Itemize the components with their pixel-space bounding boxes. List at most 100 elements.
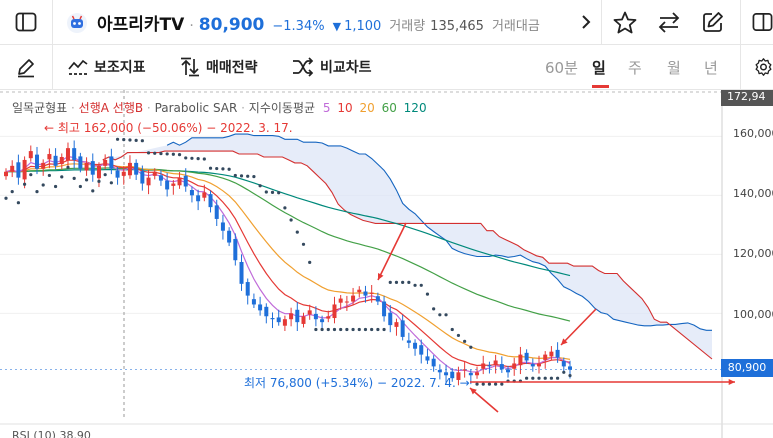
candle-body[interactable] — [258, 304, 263, 311]
candle-body[interactable] — [375, 296, 380, 302]
candle-body[interactable] — [227, 230, 232, 243]
stock-title[interactable]: 아프리카TV — [97, 15, 185, 35]
candle-body[interactable] — [202, 192, 207, 198]
candle-body[interactable] — [462, 369, 467, 371]
price-chart[interactable]: 일목균형표 · 선행A 선행B · Parabolic SAR · 지수이동평균… — [0, 90, 773, 438]
candle-body[interactable] — [134, 162, 139, 175]
legend-parabolic[interactable]: Parabolic SAR — [154, 101, 238, 115]
candle-body[interactable] — [239, 261, 244, 284]
candle-body[interactable] — [109, 156, 114, 169]
candle-body[interactable] — [357, 289, 362, 293]
candle-body[interactable] — [78, 156, 83, 169]
timeframe-month[interactable]: 월 — [667, 59, 681, 77]
candle-body[interactable] — [189, 190, 194, 196]
candle-body[interactable] — [468, 372, 473, 376]
gear-icon[interactable] — [754, 56, 773, 78]
candle-body[interactable] — [431, 358, 436, 367]
chevron-right-icon[interactable] — [578, 12, 594, 32]
candle-body[interactable] — [425, 356, 430, 361]
candle-body[interactable] — [171, 183, 176, 186]
candle-body[interactable] — [301, 316, 306, 324]
candle-body[interactable] — [419, 345, 424, 355]
timeframe-week[interactable]: 주 — [628, 59, 642, 77]
candle-body[interactable] — [90, 161, 95, 175]
candle-body[interactable] — [152, 171, 157, 176]
candle-body[interactable] — [146, 177, 151, 186]
candle-body[interactable] — [10, 165, 15, 172]
timeframe-year[interactable]: 년 — [704, 59, 718, 77]
draw-pen-icon[interactable] — [14, 56, 38, 78]
candle-body[interactable] — [65, 148, 70, 161]
candle-body[interactable] — [394, 322, 399, 327]
candle-body[interactable] — [220, 222, 225, 231]
candle-body[interactable] — [276, 317, 281, 323]
candle-body[interactable] — [549, 351, 554, 357]
candle-body[interactable] — [537, 363, 542, 367]
candle-body[interactable] — [289, 313, 294, 320]
candle-body[interactable] — [481, 363, 486, 369]
candle-body[interactable] — [22, 159, 27, 180]
candle-body[interactable] — [196, 195, 201, 202]
candle-body[interactable] — [518, 354, 523, 366]
candle-body[interactable] — [307, 310, 312, 315]
candle-body[interactable] — [233, 238, 238, 261]
candle-body[interactable] — [165, 180, 170, 190]
candle-body[interactable] — [561, 361, 566, 367]
candle-body[interactable] — [543, 354, 548, 360]
candle-body[interactable] — [96, 165, 101, 179]
candle-body[interactable] — [406, 340, 411, 343]
strategy-button[interactable]: 매매전략 — [180, 56, 258, 78]
candle-body[interactable] — [84, 162, 89, 171]
legend-ichimoku[interactable]: 일목균형표 — [12, 101, 68, 115]
timeframe-day[interactable]: 일 — [592, 59, 606, 77]
candle-body[interactable] — [41, 162, 46, 169]
candle-body[interactable] — [251, 299, 256, 305]
candle-body[interactable] — [524, 352, 529, 361]
indicator-button[interactable]: 보조지표 — [68, 56, 146, 78]
candle-body[interactable] — [487, 365, 492, 367]
candle-body[interactable] — [530, 364, 535, 367]
candle-body[interactable] — [127, 162, 132, 176]
sidebar-toggle-icon[interactable] — [14, 11, 38, 33]
candle-body[interactable] — [53, 155, 58, 166]
candle-body[interactable] — [158, 175, 163, 181]
edit-icon[interactable] — [700, 10, 726, 34]
candle-body[interactable] — [34, 154, 39, 169]
swap-icon[interactable] — [656, 10, 682, 34]
timeframe-60min[interactable]: 60분 — [545, 59, 578, 77]
candle-body[interactable] — [506, 369, 511, 373]
candle-body[interactable] — [338, 298, 343, 303]
candle-body[interactable] — [413, 342, 418, 349]
candle-body[interactable] — [4, 171, 8, 177]
candle-body[interactable] — [382, 301, 387, 317]
compare-button[interactable]: 비교차트 — [292, 56, 372, 78]
candle-body[interactable] — [115, 170, 120, 178]
candle-body[interactable] — [320, 319, 325, 323]
candle-body[interactable] — [400, 320, 405, 337]
legend-ma[interactable]: 지수이동평균 — [248, 101, 316, 115]
candle-body[interactable] — [388, 312, 393, 326]
candle-body[interactable] — [369, 292, 374, 294]
candle-body[interactable] — [183, 175, 188, 187]
candle-body[interactable] — [475, 372, 480, 376]
candle-body[interactable] — [28, 151, 33, 159]
candle-body[interactable] — [270, 318, 275, 320]
candle-body[interactable] — [499, 364, 504, 370]
candle-body[interactable] — [121, 171, 126, 176]
candle-body[interactable] — [208, 194, 213, 208]
candle-body[interactable] — [72, 148, 77, 160]
chart-canvas[interactable] — [0, 90, 773, 438]
candle-body[interactable] — [295, 309, 300, 323]
candle-body[interactable] — [344, 301, 349, 303]
candle-body[interactable] — [264, 306, 269, 317]
candle-body[interactable] — [214, 205, 219, 219]
candle-body[interactable] — [245, 282, 250, 296]
candle-body[interactable] — [140, 171, 145, 184]
candle-body[interactable] — [555, 349, 560, 358]
candle-body[interactable] — [456, 372, 461, 380]
candle-body[interactable] — [16, 162, 21, 178]
candle-body[interactable] — [177, 177, 182, 186]
candle-body[interactable] — [351, 295, 356, 302]
star-icon[interactable] — [612, 10, 638, 34]
candle-body[interactable] — [103, 159, 108, 166]
